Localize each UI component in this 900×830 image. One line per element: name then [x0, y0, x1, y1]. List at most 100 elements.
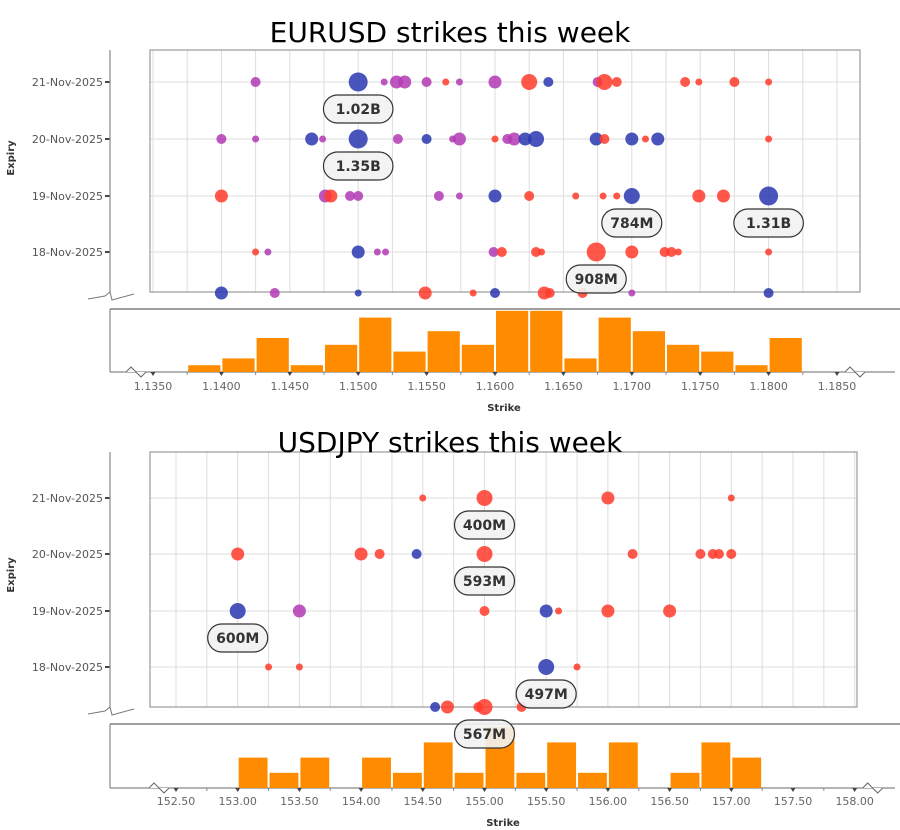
data-point [214, 189, 228, 203]
histogram-bar [222, 358, 255, 372]
annotation-label: 593M [463, 574, 506, 590]
axis-break-mark [87, 291, 135, 301]
data-point [726, 549, 737, 559]
x-tick-mark [424, 372, 430, 376]
data-point [765, 248, 773, 256]
data-point [674, 248, 682, 256]
histogram-bar [392, 772, 422, 788]
x-tick-label: 1.1600 [476, 380, 515, 393]
annotation-pill [453, 510, 516, 540]
x-tick-label: 1.1350 [134, 380, 173, 393]
x-tick-label: 1.1700 [613, 380, 652, 393]
data-point [613, 192, 621, 200]
x-tick-mark [728, 788, 734, 792]
x-tick-mark [218, 372, 224, 376]
histogram-bar [423, 742, 453, 788]
annotation-pill [322, 151, 394, 181]
data-point [348, 129, 368, 149]
x-tick-mark [629, 372, 635, 376]
annotation-label: 567M [463, 727, 506, 743]
annotation-label: 400M [463, 518, 506, 534]
histogram-bar [578, 772, 607, 788]
y-tick-label: 18-Nov-2025 [32, 661, 103, 674]
data-point [351, 245, 365, 259]
axis-break-mark [862, 782, 884, 794]
data-point [216, 134, 227, 144]
histogram-bar [598, 317, 631, 372]
x-tick-mark [543, 788, 549, 792]
data-point [305, 132, 319, 146]
data-point [641, 135, 649, 143]
annotation-pill [453, 719, 516, 749]
x-tick-mark [790, 788, 796, 792]
data-point [354, 289, 362, 297]
histogram-bar [701, 351, 734, 372]
data-point [430, 702, 441, 712]
annotation-label: 1.02B [336, 102, 381, 118]
data-point [491, 135, 499, 143]
data-point [524, 191, 535, 201]
histogram-bar [393, 351, 426, 372]
data-point [765, 135, 773, 143]
x-tick-label: 157.50 [774, 795, 813, 808]
x-tick-label: 156.50 [650, 795, 689, 808]
data-point [476, 490, 493, 506]
histogram-bar [454, 772, 484, 788]
histogram-bar [735, 365, 768, 372]
data-point [344, 191, 355, 201]
axis-break-mark [844, 366, 866, 378]
data-point [666, 247, 677, 257]
data-point [521, 74, 538, 90]
x-tick-mark [355, 372, 361, 376]
x-tick-label: 1.1650 [544, 380, 583, 393]
data-point [231, 547, 245, 561]
chart-title: USDJPY strikes this week [278, 426, 623, 459]
data-point [252, 135, 260, 143]
annotation-pill [565, 264, 627, 294]
data-point [765, 78, 773, 86]
x-tick-label: 155.00 [465, 795, 504, 808]
data-point [354, 547, 368, 561]
x-tick-mark [766, 372, 772, 376]
x-tick-label: 158.00 [835, 795, 874, 808]
x-tick-mark [560, 372, 566, 376]
histogram-bar [608, 742, 638, 788]
data-point [421, 134, 432, 144]
data-point [496, 247, 507, 257]
y-tick-label: 19-Nov-2025 [32, 190, 103, 203]
data-point [250, 77, 261, 87]
x-axis-label: Strike [487, 403, 521, 414]
data-point [476, 699, 493, 715]
data-point [692, 189, 706, 203]
x-tick-label: 1.1550 [407, 380, 446, 393]
axis-break-mark [148, 782, 170, 794]
histogram-bar [325, 344, 358, 372]
x-tick-label: 156.00 [589, 795, 628, 808]
histogram-bar [427, 331, 460, 372]
data-point [539, 604, 553, 618]
annotation-label: 600M [216, 631, 259, 647]
data-point [269, 288, 280, 298]
data-point [596, 74, 613, 90]
x-tick-label: 154.00 [342, 795, 381, 808]
data-point [440, 700, 454, 714]
data-point [476, 546, 493, 562]
chart-title: EURUSD strikes this week [270, 16, 632, 49]
histogram-bar [238, 757, 268, 788]
data-point [601, 604, 615, 618]
histogram-bar [564, 358, 597, 372]
y-tick-label: 20-Nov-2025 [32, 548, 103, 561]
data-point [623, 188, 640, 204]
data-point [353, 191, 364, 201]
histogram-bar [516, 772, 546, 788]
data-point [628, 289, 636, 297]
data-point [264, 248, 272, 256]
data-point [455, 192, 463, 200]
data-point [599, 192, 607, 200]
data-point [419, 494, 427, 502]
x-tick-label: 1.1450 [271, 380, 310, 393]
data-point [265, 663, 273, 671]
annotation-pill [515, 679, 577, 709]
annotation-pill [453, 566, 516, 596]
data-point [490, 288, 500, 298]
